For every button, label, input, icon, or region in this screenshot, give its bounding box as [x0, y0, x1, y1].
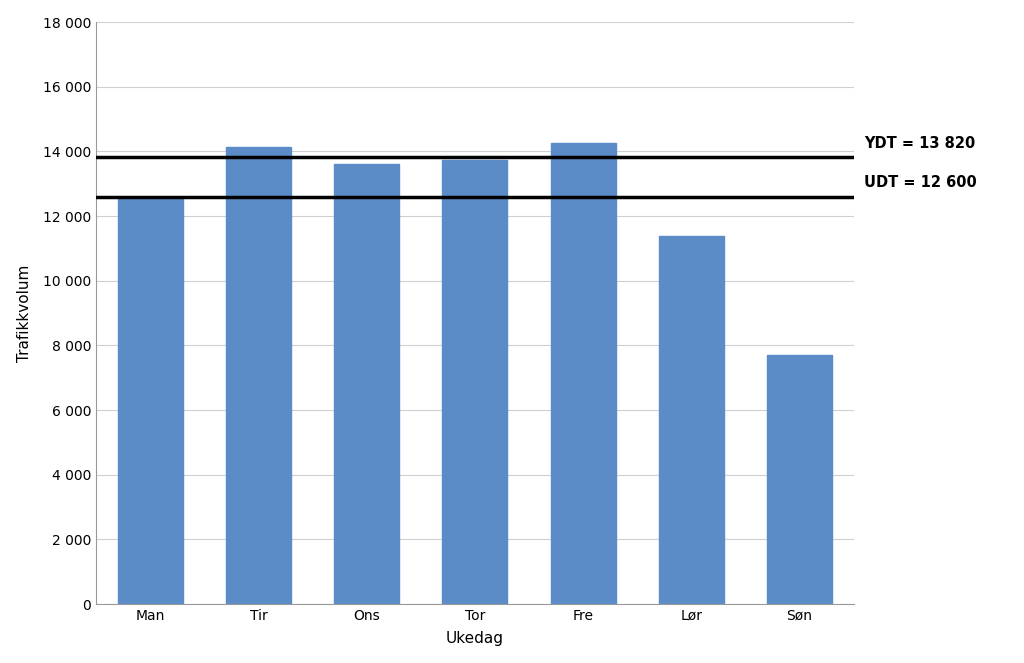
Text: YDT = 13 820: YDT = 13 820	[864, 136, 975, 151]
Bar	[118, 198, 182, 604]
Bar	[551, 143, 615, 604]
X-axis label: Ukedag: Ukedag	[445, 631, 504, 646]
Y-axis label: Trafikkvolum: Trafikkvolum	[16, 265, 32, 362]
Bar	[442, 160, 507, 604]
Bar	[767, 355, 833, 604]
Bar	[658, 235, 724, 604]
Text: UDT = 12 600: UDT = 12 600	[864, 175, 977, 190]
Bar	[334, 164, 399, 604]
Bar	[226, 147, 291, 604]
